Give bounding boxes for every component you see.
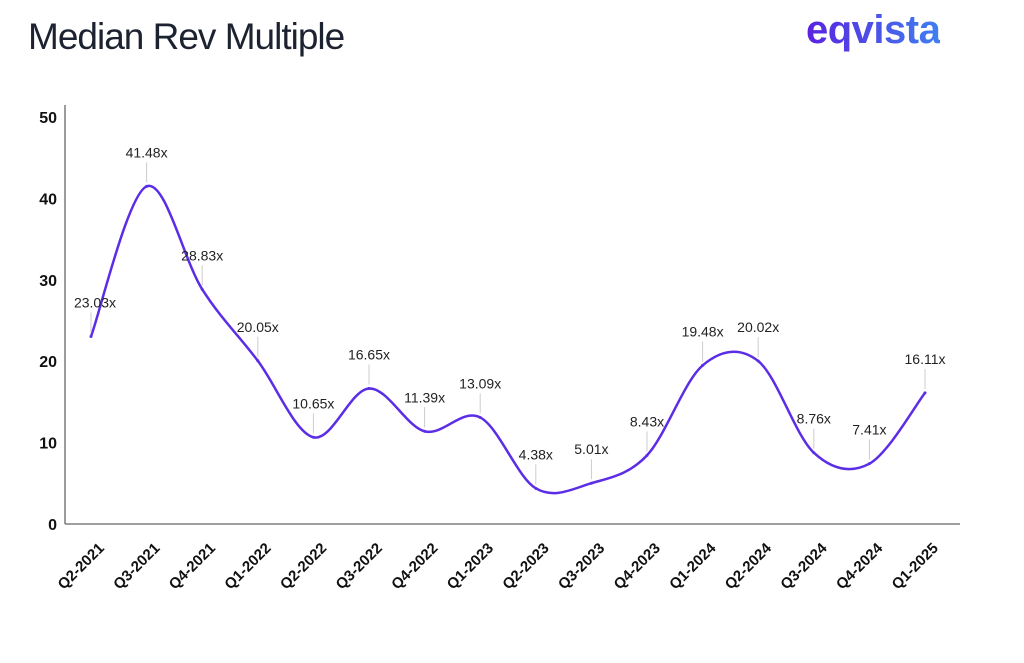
data-label: 16.65x xyxy=(348,346,390,362)
y-tick-label: 50 xyxy=(39,110,57,127)
x-tick-label: Q3-2024 xyxy=(777,539,831,593)
x-tick-label: Q4-2022 xyxy=(388,540,441,593)
data-point xyxy=(923,391,927,395)
eqvista-logo: eqvista xyxy=(806,8,941,52)
y-tick-label: 20 xyxy=(39,354,57,371)
data-point xyxy=(756,359,760,363)
x-tick-label: Q4-2024 xyxy=(833,539,887,593)
x-tick-label: Q4-2023 xyxy=(611,540,664,593)
data-point xyxy=(311,435,315,439)
x-tick-label: Q1-2022 xyxy=(221,540,274,593)
data-point xyxy=(200,287,204,291)
x-tick-label: Q2-2022 xyxy=(277,540,330,593)
data-point xyxy=(812,451,816,455)
data-point xyxy=(701,363,705,367)
data-point xyxy=(589,481,593,485)
data-point xyxy=(256,359,260,363)
data-point xyxy=(534,486,538,490)
data-point xyxy=(367,386,371,390)
x-tick-label: Q3-2021 xyxy=(110,540,163,593)
data-label: 20.05x xyxy=(237,319,279,335)
data-point xyxy=(89,335,93,339)
data-label: 13.09x xyxy=(459,375,501,391)
x-tick-label: Q3-2023 xyxy=(555,540,608,593)
y-tick-label: 30 xyxy=(39,273,57,290)
y-tick-label: 0 xyxy=(48,517,57,534)
data-label: 16.11x xyxy=(905,351,946,367)
data-label: 23.03x xyxy=(74,295,116,311)
x-tick-label: Q2-2021 xyxy=(55,540,108,593)
data-label: 5.01x xyxy=(574,441,608,457)
data-label: 10.65x xyxy=(292,395,334,411)
x-tick-label: Q4-2021 xyxy=(166,540,219,593)
data-label: 11.39x xyxy=(404,389,445,405)
x-tick-label: Q2-2023 xyxy=(499,540,552,593)
data-label: 20.02x xyxy=(737,319,779,335)
x-tick-label: Q1-2025 xyxy=(889,540,942,593)
y-tick-label: 40 xyxy=(39,191,57,208)
data-label: 28.83x xyxy=(181,247,223,263)
data-label: 41.48x xyxy=(126,144,168,160)
y-tick-label: 10 xyxy=(39,436,57,453)
x-tick-label: Q3-2022 xyxy=(333,540,386,593)
data-point xyxy=(867,462,871,466)
data-point xyxy=(423,429,427,433)
data-point xyxy=(478,415,482,419)
data-label: 7.41x xyxy=(852,422,886,438)
series-line xyxy=(89,184,926,495)
x-tick-label: Q2-2024 xyxy=(722,539,776,593)
x-tick-label: Q1-2024 xyxy=(666,539,720,593)
data-point xyxy=(145,184,149,188)
x-tick-label: Q1-2023 xyxy=(444,540,497,593)
data-label: 4.38x xyxy=(519,446,553,462)
data-label: 19.48x xyxy=(682,323,724,339)
page-title: Median Rev Multiple xyxy=(28,16,345,57)
data-point xyxy=(645,453,649,457)
data-label: 8.76x xyxy=(797,411,831,427)
data-label: 8.43x xyxy=(630,413,664,429)
